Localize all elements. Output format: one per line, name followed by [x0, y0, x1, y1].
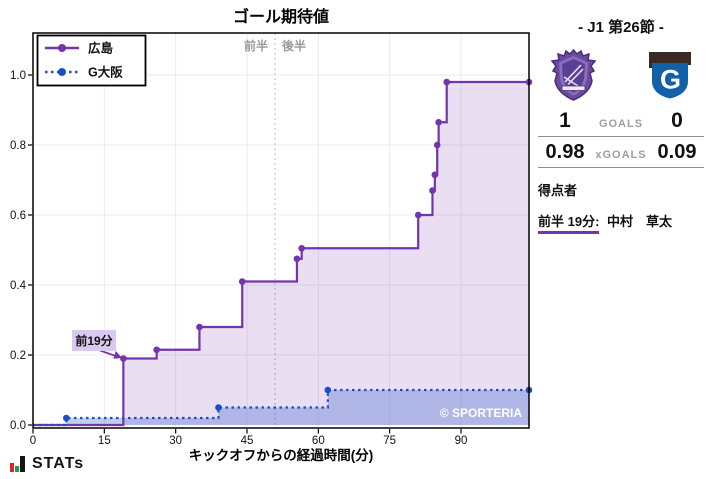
x-tick-label: 75	[383, 435, 396, 447]
goals-label: GOALS	[598, 118, 644, 130]
scorer-name: 中村 草太	[607, 214, 673, 229]
y-tick-label: 1.0	[10, 70, 26, 82]
x-tick-label: 90	[455, 435, 468, 447]
series-marker-home	[238, 278, 246, 285]
series-marker-home	[429, 187, 436, 194]
series-marker-home	[414, 211, 422, 219]
y-tick-label: 0.0	[10, 420, 26, 432]
y-tick-label: 0.4	[10, 280, 27, 292]
chart-title: ゴール期待値	[233, 7, 329, 26]
legend-marker-sample	[58, 68, 66, 76]
series-marker-home	[298, 244, 305, 252]
plot-border	[32, 32, 530, 429]
match-title: - J1 第26節 -	[578, 19, 664, 36]
first-half-label: 前半	[244, 38, 268, 53]
x-tick-label: 30	[169, 435, 182, 447]
hiroshima-crest-icon	[550, 49, 597, 101]
scorer-entry: 前半 19分: 中村 草太	[538, 211, 704, 234]
x-axis-label: キックオフからの経過時間(分)	[189, 447, 374, 463]
annotation-leader	[99, 349, 116, 357]
home-goals: 1	[559, 109, 571, 132]
legend-label: G大阪	[88, 65, 123, 80]
xgoals-row: 0.98 xGOALS 0.09	[538, 141, 704, 164]
series-marker-home	[431, 171, 439, 179]
second-half-label: 後半	[282, 38, 306, 53]
match-summary-panel: - J1 第26節 - G 1 GOALS 0	[538, 16, 704, 234]
x-tick-label: 15	[98, 435, 111, 447]
series-marker-home	[120, 355, 127, 362]
x-tick-label: 0	[30, 435, 36, 447]
legend-marker-sample	[58, 44, 66, 52]
home-xgoals: 0.98	[545, 141, 585, 163]
away-xgoals: 0.09	[657, 141, 697, 163]
goals-row: 1 GOALS 0	[538, 109, 704, 133]
series-marker-home	[435, 118, 442, 126]
annotation-arrowhead	[113, 351, 122, 359]
series-marker-away	[324, 386, 332, 394]
annotation-text: 前19分	[75, 333, 112, 348]
series-marker-away	[215, 404, 222, 411]
divider	[538, 136, 704, 137]
x-tick-label: 45	[241, 435, 254, 447]
xg-chart-area: ゴール期待値前半 後半 0 15 30 45 60 75 90 0.0 0.2 0.4 0.6 0.8 1.…	[10, 7, 533, 463]
series-area-home	[33, 82, 529, 425]
svg-text:G: G	[660, 64, 681, 94]
stats-logo-text: STATs	[32, 455, 85, 472]
series-marker-home	[433, 141, 441, 149]
y-tick-label: 0.6	[10, 210, 26, 222]
annotation-box	[72, 330, 116, 351]
y-tick-label: 0.2	[10, 350, 26, 362]
series-marker-away	[62, 414, 70, 422]
sporteria-watermark: © SPORTERIA	[440, 406, 523, 420]
gamba-crest-icon: G	[649, 51, 691, 98]
x-tick-label: 60	[312, 435, 325, 447]
legend-label: 広島	[88, 41, 114, 56]
legend-box	[36, 34, 147, 87]
xgoals-label: xGOALS	[595, 149, 647, 161]
stats-logo-bars-icon	[10, 456, 25, 472]
scorer-time: 前半 19分:	[538, 214, 600, 234]
away-goals: 0	[671, 109, 683, 132]
team-logos-row: G	[538, 49, 704, 101]
y-tick-label: 0.8	[10, 140, 26, 152]
stats-logo: STATs	[10, 456, 84, 472]
divider	[538, 167, 704, 168]
series-marker-home	[443, 78, 451, 86]
scorers-heading: 得点者	[538, 183, 578, 198]
series-marker-home	[293, 255, 301, 263]
series-marker-home	[196, 323, 203, 331]
series-marker-home	[153, 346, 160, 354]
